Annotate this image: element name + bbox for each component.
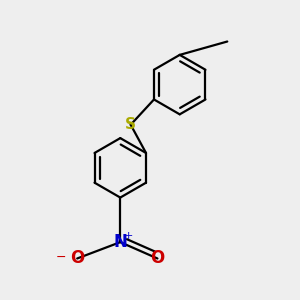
Text: +: + [124,231,133,241]
Text: S: S [125,117,136,132]
Text: O: O [150,250,165,268]
Text: O: O [70,250,84,268]
Text: N: N [113,233,127,251]
Text: −: − [56,250,67,263]
